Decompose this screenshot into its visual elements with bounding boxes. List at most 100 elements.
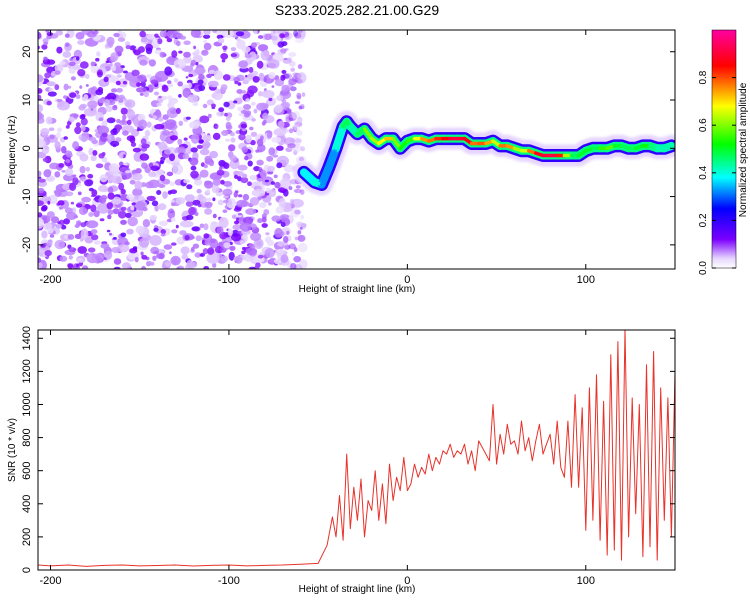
y-tick-label: 400: [21, 495, 33, 513]
y-tick-label: 600: [21, 462, 33, 480]
noise-blob: [203, 233, 210, 239]
noise-blob: [177, 81, 183, 87]
noise-blob: [204, 201, 213, 209]
noise-blob: [130, 142, 137, 147]
noise-blob: [64, 33, 70, 38]
noise-blob: [150, 246, 160, 255]
noise-blob: [270, 30, 279, 35]
noise-blob: [134, 195, 140, 200]
noise-blob: [85, 84, 89, 87]
noise-blob: [38, 170, 42, 177]
noise-blob: [125, 45, 131, 50]
noise-blob: [117, 37, 126, 42]
noise-blob: [54, 64, 64, 73]
noise-blob: [274, 181, 281, 189]
noise-blob: [272, 154, 279, 158]
ridge-segment-core: [302, 170, 317, 184]
noise-blob: [38, 257, 42, 263]
noise-blob: [113, 258, 122, 265]
noise-blob: [171, 242, 177, 246]
noise-blob: [106, 229, 111, 233]
noise-blob: [54, 141, 61, 150]
noise-blob: [276, 95, 284, 102]
noise-blob: [271, 85, 275, 88]
noise-blob: [293, 119, 302, 128]
noise-blob: [274, 104, 283, 113]
y-tick-label: 1000: [21, 392, 33, 416]
noise-blob: [158, 95, 162, 99]
y-tick-label: 200: [21, 528, 33, 546]
noise-blob: [112, 127, 118, 134]
noise-blob: [169, 135, 178, 141]
noise-blob: [194, 49, 200, 56]
noise-blob: [65, 125, 70, 129]
noise-blob: [249, 197, 260, 206]
noise-blob: [38, 176, 42, 179]
noise-blob: [88, 212, 94, 217]
noise-blob: [38, 187, 45, 194]
noise-blob: [63, 83, 69, 91]
noise-blob: [285, 202, 293, 210]
noise-blob: [300, 214, 305, 220]
noise-blob: [84, 107, 97, 117]
noise-blob: [233, 76, 241, 83]
noise-blob: [229, 245, 236, 251]
noise-blob: [245, 110, 252, 117]
noise-blob: [222, 199, 229, 204]
noise-blob: [163, 244, 173, 250]
noise-blob: [220, 179, 225, 185]
noise-blob: [75, 32, 85, 40]
noise-blob: [223, 162, 230, 169]
noise-blob: [281, 84, 290, 93]
noise-blob: [238, 60, 248, 68]
noise-blob: [129, 248, 138, 254]
noise-blob: [154, 33, 159, 38]
noise-blob: [231, 233, 242, 242]
noise-blob: [72, 174, 77, 177]
noise-blob: [301, 92, 306, 97]
noise-blob: [199, 254, 203, 257]
noise-blob: [211, 103, 216, 108]
noise-blob: [225, 138, 231, 142]
noise-blob: [81, 265, 89, 269]
noise-blob: [108, 179, 113, 184]
noise-blob: [264, 33, 272, 41]
noise-blob: [153, 227, 159, 232]
noise-blob: [115, 80, 121, 86]
noise-blob: [217, 38, 225, 44]
x-tick-label: 0: [404, 575, 410, 587]
noise-blob: [106, 117, 116, 124]
noise-blob: [213, 70, 223, 81]
noise-blob: [132, 188, 143, 197]
noise-blob: [271, 215, 281, 222]
noise-blob: [203, 164, 208, 169]
noise-blob: [297, 242, 308, 253]
noise-blob: [67, 234, 75, 240]
noise-blob: [171, 202, 176, 207]
noise-blob: [245, 208, 257, 216]
noise-blob: [50, 216, 60, 224]
noise-blob: [79, 165, 86, 174]
spectrogram-x-axis: -200 -100 0 100: [39, 30, 595, 286]
noise-blob: [185, 200, 194, 207]
noise-blob: [145, 47, 153, 55]
noise-blob: [220, 53, 229, 60]
noise-blob: [156, 102, 162, 107]
noise-blob: [101, 132, 108, 138]
noise-blob: [79, 114, 86, 120]
noise-blob: [107, 40, 114, 48]
noise-blob: [157, 38, 163, 45]
noise-blob: [299, 226, 303, 230]
noise-blob: [220, 84, 228, 91]
noise-blob: [54, 171, 61, 178]
colorbar-tick-label: 0.4: [698, 165, 709, 179]
noise-blob: [125, 165, 129, 169]
noise-blob: [97, 202, 110, 214]
noise-blob: [264, 179, 269, 183]
noise-blob: [203, 34, 211, 39]
noise-blob: [248, 266, 257, 269]
noise-blob: [215, 192, 223, 197]
noise-blob: [185, 76, 189, 79]
noise-blob: [206, 197, 212, 202]
